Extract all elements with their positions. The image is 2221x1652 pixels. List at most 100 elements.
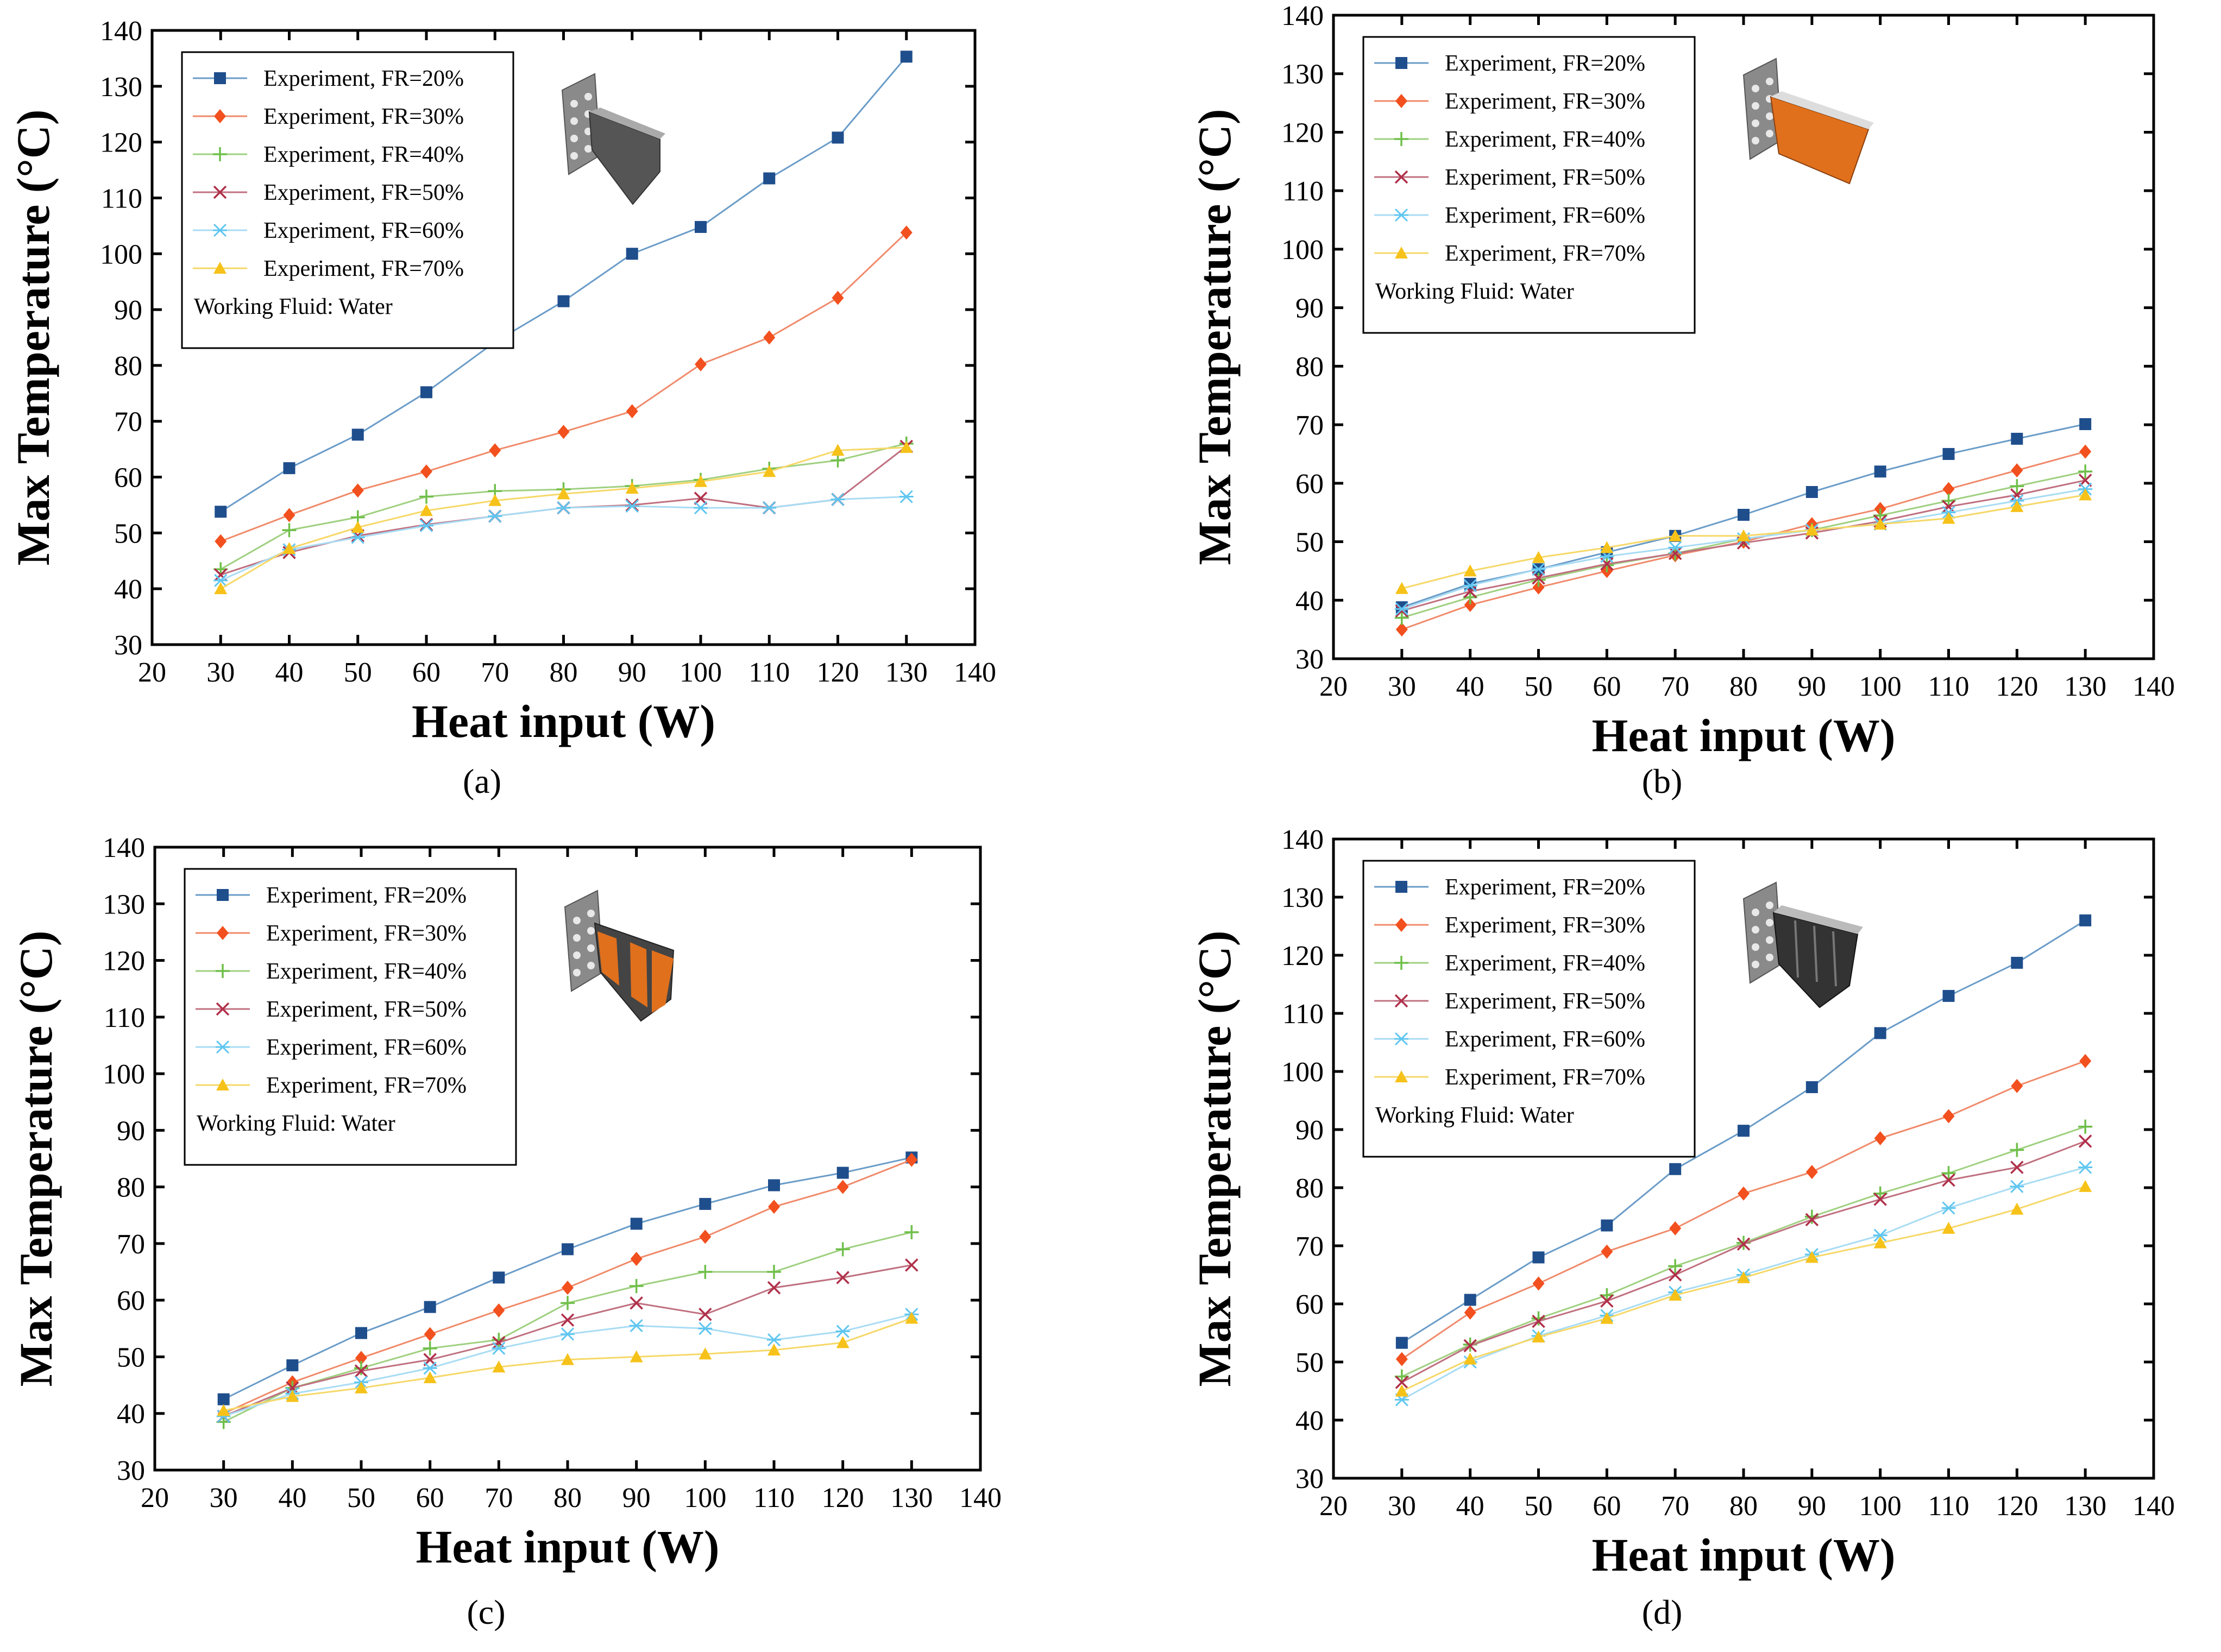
data-point [561,1296,575,1310]
data-point [2011,432,2023,445]
series-fr70 [214,441,913,595]
data-point [1669,1221,1682,1235]
x-tick-label: 80 [1729,671,1758,702]
data-point [1738,1125,1750,1137]
data-point [763,330,776,345]
data-point [900,51,913,63]
legend-entry: Experiment, FR=70% [1445,241,1645,266]
y-tick-label: 90 [117,1115,145,1146]
y-tick-label: 40 [1295,1405,1324,1436]
data-point [423,1341,437,1355]
series-line [223,1313,912,1417]
x-tick-label: 100 [679,657,722,688]
series-line [1401,1186,2086,1392]
x-tick-label: 70 [1661,1491,1689,1522]
legend-marker [1395,94,1407,108]
legend: Experiment, FR=20% Experiment, FR=30% Expe… [184,868,517,1166]
data-point [699,1229,712,1244]
y-tick-label: 80 [1295,1173,1324,1204]
y-tick-label: 130 [1281,59,1324,90]
y-axis-label: Max Temperature (°C) [1188,930,1241,1386]
x-tick-label: 60 [412,657,441,688]
data-point [493,1271,505,1284]
x-tick-label: 80 [550,657,578,688]
data-point [1532,1314,1545,1328]
y-tick-label: 60 [114,463,142,494]
data-point [699,1308,712,1321]
legend-entry: Experiment, FR=40% [266,959,467,984]
data-point [1873,1236,1887,1249]
data-point [1463,564,1477,577]
data-point [1531,1311,1546,1326]
x-axis-label: Heat input (W) [1592,709,1896,761]
data-point [2079,1054,2092,1068]
x-tick-label: 120 [817,657,859,688]
data-point [836,1180,849,1194]
data-point [905,1258,918,1272]
data-point [556,501,571,515]
legend-marker [216,964,230,978]
data-point [831,444,845,456]
series-fr30 [1395,1054,2092,1366]
x-tick-label: 40 [275,657,304,688]
data-point [492,1360,506,1373]
legend-marker [213,147,227,161]
data-point [1668,1268,1682,1282]
series-fr60 [1394,482,2093,616]
y-tick-label: 120 [100,128,142,159]
series-fr30 [215,225,913,548]
data-point [355,1351,367,1365]
y-tick-label: 110 [1282,176,1324,207]
data-point [768,1179,780,1191]
y-tick-label: 70 [117,1229,145,1260]
data-point [1669,1163,1682,1175]
legend-box [181,51,514,349]
x-tick-label: 40 [1456,671,1484,702]
legend-marker [213,185,227,199]
series-fr20 [217,1151,918,1405]
data-point [1942,500,1955,514]
data-point [1942,1221,1955,1234]
legend-marker [1394,132,1408,146]
series-fr20 [1395,418,2092,614]
y-tick-label: 110 [1282,999,1324,1030]
legend-entry: Experiment, FR=70% [1445,1065,1645,1090]
legend-entry: Experiment, FR=30% [266,921,467,946]
x-axis-label: Heat input (W) [412,695,715,747]
y-tick-label: 100 [100,239,142,270]
data-point [557,487,570,500]
y-tick-label: 110 [104,1002,145,1033]
data-point [489,443,501,458]
data-point [1873,1228,1887,1242]
legend-entry: Experiment, FR=50% [263,180,464,205]
data-point [1532,580,1545,595]
x-tick-label: 130 [2064,1491,2106,1522]
data-point [561,1313,575,1327]
data-point [1942,989,1955,1002]
x-tick-label: 50 [347,1483,375,1514]
data-point [561,1327,575,1341]
data-point [2011,463,2023,478]
data-point [1463,1352,1477,1365]
data-point [2011,956,2023,969]
series-line [220,445,907,576]
data-point [2010,1161,2024,1174]
series-fr20 [1395,914,2092,1349]
data-point [2010,479,2024,494]
data-point [762,501,777,515]
data-point [1737,1271,1750,1283]
data-point [630,1296,643,1310]
data-point [832,291,844,305]
legend: Experiment, FR=20% Experiment, FR=30% Expe… [1362,36,1696,334]
legend-marker [1394,1032,1408,1046]
module-illustration [1742,58,1874,185]
x-tick-label: 60 [1593,671,1621,702]
y-tick-label: 60 [1295,1289,1324,1320]
data-point [424,1301,436,1313]
data-point [562,1281,574,1295]
x-tick-label: 140 [959,1483,1002,1514]
x-tick-label: 110 [1928,671,1969,702]
legend-entry: Experiment, FR=30% [1445,89,1645,114]
y-tick-label: 90 [114,295,142,326]
legend-entry: Experiment, FR=20% [1445,875,1645,900]
